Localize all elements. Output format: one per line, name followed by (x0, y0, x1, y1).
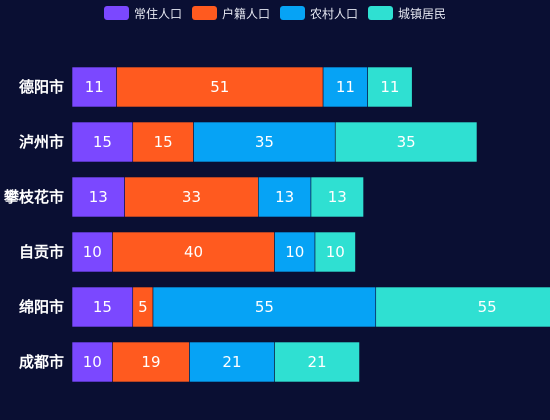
data-label: 10 (326, 243, 345, 261)
data-label: 55 (255, 298, 274, 316)
legend-item[interactable]: 农村人口 (280, 5, 358, 22)
category-label: 泸州市 (19, 133, 64, 151)
bar-segment[interactable] (193, 121, 336, 163)
bar-segment[interactable] (132, 121, 194, 163)
data-label: 13 (275, 188, 294, 206)
bar-segment[interactable] (152, 286, 377, 328)
bar-segment[interactable] (71, 231, 113, 273)
data-label: 5 (138, 298, 148, 316)
data-label: 11 (336, 78, 355, 96)
legend-label: 城镇居民 (398, 6, 447, 21)
data-label: 51 (210, 78, 229, 96)
data-label: 55 (478, 298, 497, 316)
category-label: 自贡市 (19, 243, 64, 261)
category-label: 成都市 (19, 353, 64, 371)
bar-segment[interactable] (367, 66, 413, 108)
bar-segment[interactable] (274, 231, 316, 273)
bar-segment[interactable] (314, 231, 356, 273)
bar-segment[interactable] (375, 286, 550, 328)
data-label: 33 (182, 188, 201, 206)
bar-segment[interactable] (116, 66, 324, 108)
legend-swatch (191, 6, 217, 20)
data-label: 10 (285, 243, 304, 261)
category-label: 攀枝花市 (3, 188, 64, 206)
data-label: 35 (397, 133, 416, 151)
legend-item[interactable]: 城镇居民 (368, 5, 446, 22)
data-label: 15 (154, 133, 173, 151)
legend-swatch (368, 6, 394, 20)
data-label: 19 (141, 353, 160, 371)
bar-segment[interactable] (124, 176, 259, 218)
data-label: 13 (89, 188, 108, 206)
data-label: 10 (83, 243, 102, 261)
chart-legend: 常住人口 户籍人口 农村人口 城镇居民 (0, 3, 550, 23)
category-label: 德阳市 (19, 78, 64, 96)
data-label: 11 (85, 78, 104, 96)
legend-swatch (103, 6, 129, 20)
bar-segment[interactable] (189, 341, 275, 383)
legend-label: 户籍人口 (221, 6, 270, 21)
legend-item[interactable]: 户籍人口 (191, 5, 270, 22)
bar-segment[interactable] (112, 231, 275, 273)
bar-segment[interactable] (71, 121, 134, 163)
bar-segment[interactable] (274, 341, 360, 383)
data-label: 21 (222, 353, 241, 371)
data-label: 11 (380, 78, 399, 96)
data-label: 21 (307, 353, 326, 371)
bar-segment[interactable] (71, 66, 117, 108)
bar-segment[interactable] (112, 341, 190, 383)
data-label: 13 (328, 188, 347, 206)
legend-label: 常住人口 (133, 6, 182, 21)
legend-item[interactable]: 常住人口 (103, 5, 182, 22)
bar-segment[interactable] (322, 66, 368, 108)
bar-segment[interactable] (71, 286, 134, 328)
bar-segment[interactable] (310, 176, 364, 218)
bar-segment[interactable] (334, 121, 478, 163)
data-label: 15 (93, 133, 112, 151)
legend-label: 农村人口 (310, 6, 359, 21)
legend-swatch (280, 6, 305, 20)
category-label: 绵阳市 (19, 298, 64, 316)
data-label: 10 (83, 353, 102, 371)
data-label: 35 (255, 133, 274, 151)
bar-segment[interactable] (71, 341, 113, 383)
data-label: 40 (184, 243, 203, 261)
data-label: 15 (93, 298, 112, 316)
bar-segment[interactable] (71, 176, 125, 218)
